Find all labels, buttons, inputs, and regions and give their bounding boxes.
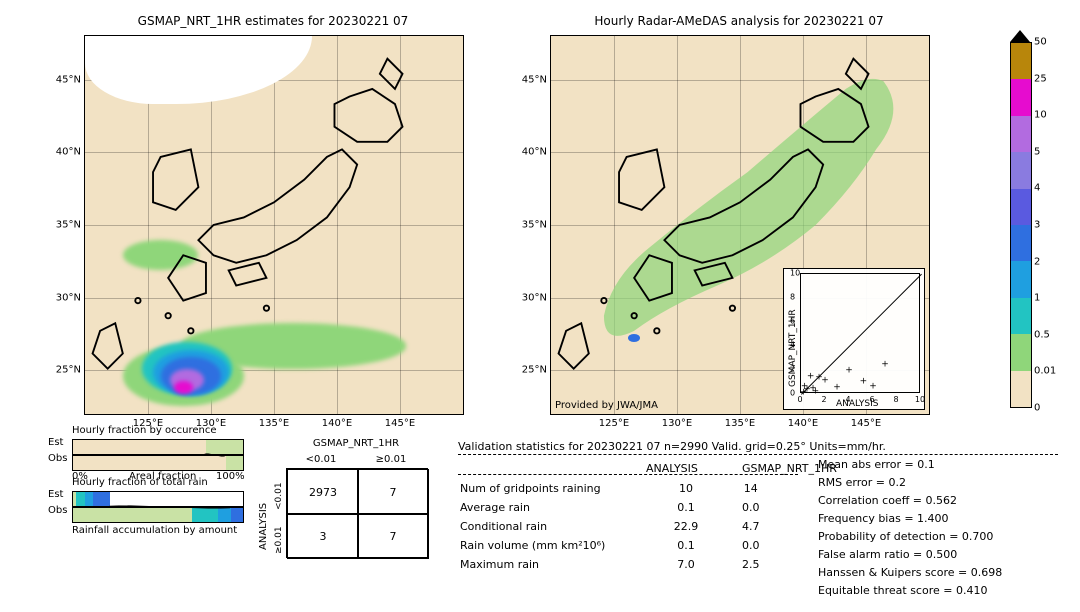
hf-row	[72, 491, 244, 507]
map-panel: 125°E130°E135°E140°E145°E25°N30°N35°N40°…	[550, 35, 930, 415]
stats-kv: Probability of detection = 0.700	[818, 530, 993, 543]
lat-tick: 35°N	[56, 220, 85, 231]
lon-tick: 135°E	[725, 414, 755, 429]
inset-ylabel: GSMAP_NRT_1HR	[788, 309, 798, 387]
hf-row	[72, 439, 244, 455]
lat-tick: 45°N	[522, 74, 551, 85]
stats-kv: RMS error = 0.2	[818, 476, 906, 489]
cb-tick: 50	[1034, 37, 1047, 48]
lat-tick: 45°N	[56, 74, 85, 85]
ct-cell: 2973	[287, 469, 359, 515]
lon-tick: 135°E	[259, 414, 289, 429]
stats-rows: Num of gridpoints raining1014Average rai…	[458, 478, 776, 575]
cb-tick: 0.01	[1034, 366, 1056, 377]
colorbar: 502510543210.50.010	[1010, 30, 1060, 408]
contingency-table: 2973737	[286, 468, 428, 558]
inset-xlabel: ANALYSIS	[836, 399, 878, 409]
stats-kv: Mean abs error = 0.1	[818, 458, 935, 471]
ct-rowaxis: ANALYSIS	[258, 503, 269, 550]
lat-tick: 30°N	[56, 292, 85, 303]
lat-tick: 40°N	[56, 147, 85, 158]
lon-tick: 125°E	[599, 414, 629, 429]
lon-tick: 145°E	[851, 414, 881, 429]
lon-tick: 140°E	[322, 414, 352, 429]
stats-kv: Hanssen & Kuipers score = 0.698	[818, 566, 1002, 579]
lat-tick: 40°N	[522, 147, 551, 158]
stats-kv: Frequency bias = 1.400	[818, 512, 949, 525]
figure: GSMAP_NRT_1HR estimates for 20230221 07 H…	[0, 0, 1080, 612]
ct-cell: 3	[287, 513, 359, 559]
stats-kv: Correlation coeff = 0.562	[818, 494, 957, 507]
lon-tick: 140°E	[788, 414, 818, 429]
title-left: GSMAP_NRT_1HR estimates for 20230221 07	[84, 14, 462, 28]
cb-tick: 1	[1034, 293, 1040, 304]
cb-tick: 25	[1034, 73, 1047, 84]
lat-tick: 25°N	[56, 365, 85, 376]
hf-row	[72, 507, 244, 523]
lat-tick: 30°N	[522, 292, 551, 303]
cb-tick: 2	[1034, 256, 1040, 267]
hf-title-occ: Hourly fraction by occurence	[72, 425, 216, 436]
cb-tick: 3	[1034, 220, 1040, 231]
cb-tick: 0.5	[1034, 329, 1050, 340]
cb-tick: 10	[1034, 110, 1047, 121]
title-right: Hourly Radar-AMeDAS analysis for 2023022…	[550, 14, 928, 28]
hf-title-tot: Hourly fraction of total rain	[72, 477, 208, 488]
scatter-inset: +++++++++++++00224466881010ANALYSISGSMAP…	[783, 268, 925, 410]
lat-tick: 25°N	[522, 365, 551, 376]
cb-tick: 5	[1034, 146, 1040, 157]
cb-tick: 0	[1034, 403, 1040, 414]
ct-cell: 7	[357, 469, 429, 515]
hf-title-acc: Rainfall accumulation by amount	[72, 525, 237, 536]
stats-kv: Equitable threat score = 0.410	[818, 584, 987, 597]
ct-title: GSMAP_NRT_1HR	[286, 438, 426, 449]
lat-tick: 35°N	[522, 220, 551, 231]
lon-tick: 145°E	[385, 414, 415, 429]
stats-kv: False alarm ratio = 0.500	[818, 548, 957, 561]
stats-header: Validation statistics for 20230221 07 n=…	[458, 440, 886, 453]
lon-tick: 130°E	[662, 414, 692, 429]
coastline	[85, 36, 463, 414]
attribution: Provided by JWA/JMA	[555, 400, 658, 411]
hf-row	[72, 455, 244, 471]
cb-tick: 4	[1034, 183, 1040, 194]
ct-cell: 7	[357, 513, 429, 559]
map-panel: 125°E130°E135°E140°E145°E25°N30°N35°N40°…	[84, 35, 464, 415]
